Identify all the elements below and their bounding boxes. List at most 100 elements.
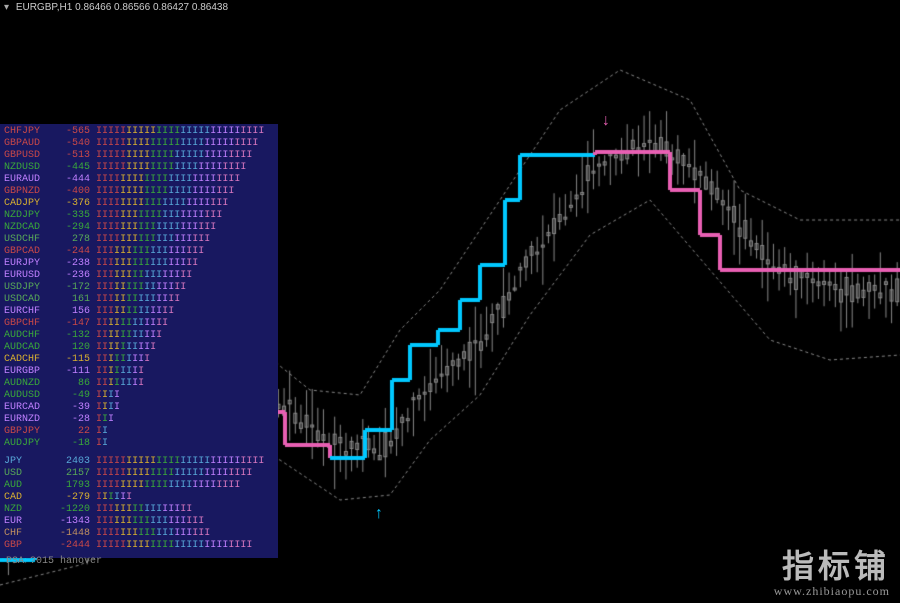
value-label: -540 [54, 138, 90, 150]
strength-bars: IIIIIIIIIII [96, 330, 162, 342]
strength-bars: IIIIIIIIIIIIIIII [96, 504, 192, 516]
symbol-label: EURAUD [4, 174, 54, 186]
pair-row: USDJPY -172 IIIIIIIIIIIIIII [4, 282, 274, 294]
strength-bars: IIIIIIIIIIIIIIIIIIIIIIII [96, 174, 240, 186]
strength-bars: IIIIIIIIIIIIIIIIIIIIIII [96, 186, 234, 198]
currency-row: USD 2157IIIIIIIIIIIIIIIIIIIIIIIIII [4, 468, 274, 480]
chart-header: ▾ EURGBP,H1 0.86466 0.86566 0.86427 0.86… [4, 2, 228, 13]
value-label: -279 [54, 492, 90, 504]
symbol-label: AUDCAD [4, 342, 54, 354]
strength-bars: IIIIIIIIIIIIIIIIII [96, 516, 204, 528]
strength-bars: IIIIIIIIIIIIIII [96, 282, 186, 294]
symbol-label: AUDUSD [4, 390, 54, 402]
currency-row: NZD-1220IIIIIIIIIIIIIIII [4, 504, 274, 516]
watermark-cn: 指标铺 [774, 548, 890, 584]
pair-row: GBPUSD -513IIIIIIIIIIIIIIIIIIIIIIIIII [4, 150, 274, 162]
symbol-label: NZDJPY [4, 210, 54, 222]
strength-bars: IIIIIIIIIIIIIIIIIIIIIIIIIIII [96, 126, 264, 138]
strength-bars: IIIIIIIIIIIIIIIII [96, 258, 198, 270]
strength-bars: IIIIIIIIIIIIIIIIIIIIIIIIII [96, 150, 252, 162]
symbol-label: CHFJPY [4, 126, 54, 138]
value-label: -1448 [54, 528, 90, 540]
down-arrow-icon: ↓ [601, 112, 611, 130]
value-label: -445 [54, 162, 90, 174]
symbol-label: EURGBP [4, 366, 54, 378]
pair-row: EURGBP -111 IIIIIIII [4, 366, 274, 378]
value-label: -132 [54, 330, 90, 342]
strength-bars: II [96, 438, 108, 450]
value-label: -565 [54, 126, 90, 138]
strength-bars: IIIIIIIIIIIIIIIIIIIIIIIIII [96, 540, 252, 552]
value-label: -244 [54, 246, 90, 258]
pair-row: NZDJPY -335IIIIIIIIIIIIIIIIIIIII [4, 210, 274, 222]
value-label: -111 [54, 366, 90, 378]
symbol-label: AUDNZD [4, 378, 54, 390]
strength-bars: IIIIII [96, 492, 132, 504]
value-label: -172 [54, 282, 90, 294]
value-label: -1343 [54, 516, 90, 528]
value-label: -294 [54, 222, 90, 234]
ohlc-label: 0.86466 0.86566 0.86427 0.86438 [75, 2, 228, 13]
value-label: 278 [54, 234, 90, 246]
symbol-label: EURJPY [4, 258, 54, 270]
symbol-label: AUDJPY [4, 438, 54, 450]
value-label: -28 [54, 414, 90, 426]
symbol-label: EURUSD [4, 270, 54, 282]
strength-bars: IIIIIIIIIIIIIIIIIII [96, 528, 210, 540]
pair-row: EURAUD -444 IIIIIIIIIIIIIIIIIIIIIIII [4, 174, 274, 186]
value-label: -2444 [54, 540, 90, 552]
symbol-label: EURNZD [4, 414, 54, 426]
pair-row: GBPAUD -540IIIIIIIIIIIIIIIIIIIIIIIIIII [4, 138, 274, 150]
value-label: -376 [54, 198, 90, 210]
strength-panel: CHFJPY -565IIIIIIIIIIIIIIIIIIIIIIIIIIIIG… [0, 124, 278, 558]
symbol-label: GBPCAD [4, 246, 54, 258]
pair-row: USDCAD 161IIIIIIIIIIIIII [4, 294, 274, 306]
pair-row: CADJPY -376IIIIIIIIIIIIIIIIIIIIII [4, 198, 274, 210]
pair-row: USDCHF 278IIIIIIIIIIIIIIIIIII [4, 234, 274, 246]
value-label: -444 [54, 174, 90, 186]
symbol-label: USDJPY [4, 282, 54, 294]
value-label: -147 [54, 318, 90, 330]
currency-row: JPY 2403IIIIIIIIIIIIIIIIIIIIIIIIIIII [4, 456, 274, 468]
strength-bars: IIIIIIIIIIIIII [96, 294, 180, 306]
currency-row: AUD 1793IIIIIIIIIIIIIIIIIIIIIIII [4, 480, 274, 492]
strength-bars: IIII [96, 402, 120, 414]
symbol-label: CADJPY [4, 198, 54, 210]
value-label: 2157 [54, 468, 90, 480]
pair-row: AUDJPY -18 II [4, 438, 274, 450]
pair-row: AUDCAD 120IIIIIIIIII [4, 342, 274, 354]
symbol-label: GBP [4, 540, 54, 552]
value-label: -513 [54, 150, 90, 162]
value-label: 120 [54, 342, 90, 354]
strength-bars: III [96, 414, 114, 426]
pair-row: AUDUSD -49IIII [4, 390, 274, 402]
dropdown-icon[interactable]: ▾ [4, 2, 9, 13]
symbol-label: AUDCHF [4, 330, 54, 342]
value-label: -18 [54, 438, 90, 450]
value-label: 22 [54, 426, 90, 438]
strength-bars: II [96, 426, 108, 438]
pair-row: EURCAD -39IIII [4, 402, 274, 414]
symbol-label: CADCHF [4, 354, 54, 366]
pair-row: NZDUSD -445IIIIIIIIIIIIIIIIIIIIIIIII [4, 162, 274, 174]
pair-row: AUDNZD 86IIIIIIII [4, 378, 274, 390]
watermark-url: www.zhibiaopu.com [774, 584, 890, 599]
strength-bars: IIIIIIIIIIIIIIIIIII [96, 234, 210, 246]
symbol-label: NZDCAD [4, 222, 54, 234]
symbol-label: CAD [4, 492, 54, 504]
strength-bars: IIIIIIII [96, 366, 144, 378]
symbol-label: GBPAUD [4, 138, 54, 150]
pair-row: GBPCAD -244IIIIIIIIIIIIIIIIII [4, 246, 274, 258]
watermark: 指标铺 www.zhibiaopu.com [774, 548, 890, 599]
value-label: -115 [54, 354, 90, 366]
symbol-label: NZD [4, 504, 54, 516]
value-label: 156 [54, 306, 90, 318]
symbol-label: GBPCHF [4, 318, 54, 330]
strength-bars: IIIIIIIIIIIIIIIIIIIIIIII [96, 480, 240, 492]
strength-bars: IIIIIIIIIIIIIIIIIIIIIIIIIIII [96, 456, 264, 468]
value-label: 86 [54, 378, 90, 390]
strength-bars: IIIIIIIIIIIIIIIIIIIIIIIII [96, 162, 246, 174]
symbol-label: GBPNZD [4, 186, 54, 198]
strength-bars: IIIIIIIIIIIIIIIIIIIII [96, 210, 222, 222]
value-label: 161 [54, 294, 90, 306]
